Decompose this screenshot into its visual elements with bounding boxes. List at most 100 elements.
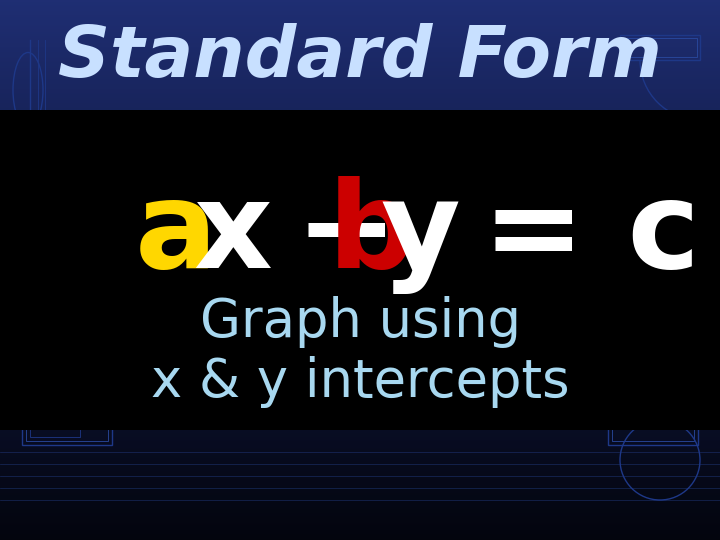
Bar	[0, 303, 720, 304]
Bar	[0, 66, 720, 67]
Bar	[0, 358, 720, 359]
Bar	[0, 473, 720, 474]
Bar	[0, 52, 720, 53]
Bar	[0, 107, 720, 108]
Bar	[0, 513, 720, 514]
Bar	[0, 515, 720, 516]
Bar	[0, 372, 720, 373]
Bar	[0, 479, 720, 480]
Bar	[0, 455, 720, 456]
Bar	[0, 145, 720, 146]
Bar	[0, 476, 720, 477]
Bar	[0, 229, 720, 230]
Bar	[0, 48, 720, 49]
Bar	[0, 185, 720, 186]
Bar	[0, 314, 720, 315]
Bar	[0, 363, 720, 364]
Bar	[0, 512, 720, 513]
Bar	[0, 186, 720, 187]
Bar	[0, 16, 720, 17]
Bar	[0, 295, 720, 296]
Bar	[0, 485, 720, 486]
Bar	[0, 337, 720, 338]
Bar	[0, 24, 720, 25]
Bar	[0, 191, 720, 192]
Bar	[0, 525, 720, 526]
Bar	[0, 444, 720, 445]
Bar	[0, 496, 720, 497]
Bar	[0, 206, 720, 207]
Bar	[0, 202, 720, 203]
Bar	[0, 423, 720, 424]
Text: Graph using: Graph using	[199, 296, 521, 348]
Bar	[0, 290, 720, 291]
Bar	[0, 11, 720, 12]
Bar	[0, 516, 720, 517]
Bar	[0, 213, 720, 214]
Bar	[0, 28, 720, 29]
Bar	[0, 368, 720, 369]
Bar	[0, 126, 720, 127]
Bar	[0, 77, 720, 78]
Bar	[0, 89, 720, 90]
Bar	[0, 242, 720, 243]
Bar	[0, 448, 720, 449]
Bar	[0, 475, 720, 476]
Bar	[0, 515, 720, 516]
Bar	[0, 336, 720, 337]
Bar	[0, 535, 720, 536]
Bar	[0, 79, 720, 80]
Bar	[0, 323, 720, 324]
Bar	[0, 308, 720, 309]
Bar	[0, 170, 720, 171]
Bar	[0, 530, 720, 531]
Bar	[0, 142, 720, 143]
Bar	[0, 119, 720, 120]
Bar	[0, 385, 720, 386]
Bar	[0, 460, 720, 461]
Bar	[0, 467, 720, 468]
Bar	[0, 440, 720, 441]
Bar	[0, 236, 720, 237]
Bar	[0, 124, 720, 125]
Bar	[0, 33, 720, 34]
Bar	[0, 342, 720, 343]
Text: = c: = c	[440, 177, 700, 294]
Bar	[0, 524, 720, 525]
Bar	[0, 431, 720, 432]
Bar	[0, 377, 720, 378]
Bar	[0, 405, 720, 406]
Bar	[0, 441, 720, 442]
Bar	[0, 104, 720, 105]
Bar	[0, 251, 720, 252]
Bar	[0, 411, 720, 412]
Bar	[0, 132, 720, 133]
Bar	[0, 7, 720, 8]
Bar	[0, 330, 720, 331]
Bar	[0, 109, 720, 110]
Bar	[0, 469, 720, 470]
Bar	[0, 464, 720, 465]
Bar	[0, 8, 720, 9]
Bar	[0, 112, 720, 113]
Bar	[0, 422, 720, 423]
Bar	[0, 176, 720, 177]
Bar	[0, 177, 720, 178]
Bar	[0, 414, 720, 415]
Bar	[0, 426, 720, 427]
Bar	[0, 325, 720, 326]
Bar	[0, 511, 720, 512]
Bar	[0, 433, 720, 434]
Bar	[0, 355, 720, 356]
Bar	[0, 63, 720, 64]
Bar	[0, 271, 720, 272]
Bar	[0, 450, 720, 451]
Bar	[0, 250, 720, 251]
Bar	[0, 443, 720, 444]
Bar	[0, 155, 720, 156]
Bar	[0, 289, 720, 290]
Bar	[0, 106, 720, 107]
Bar	[0, 114, 720, 115]
Bar	[0, 102, 720, 103]
Bar	[0, 43, 720, 44]
